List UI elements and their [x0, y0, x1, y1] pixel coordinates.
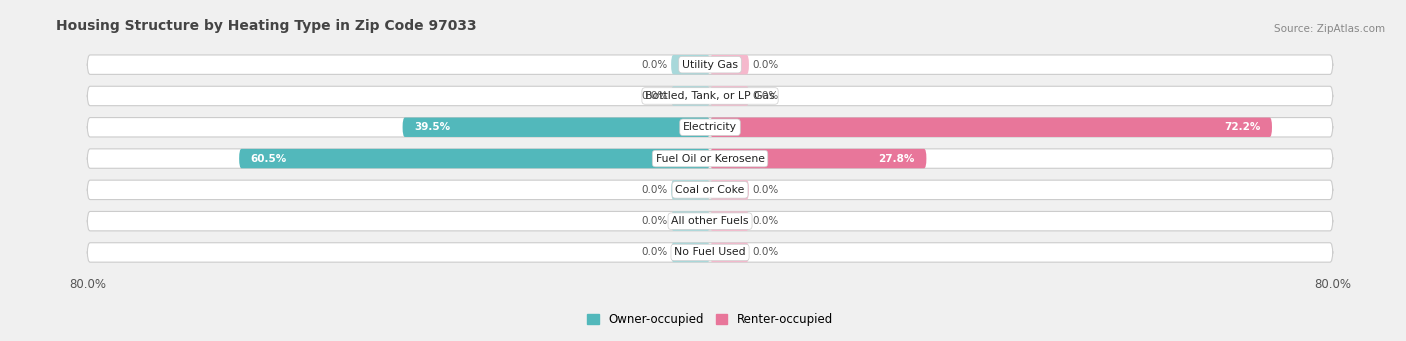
Text: Electricity: Electricity [683, 122, 737, 132]
FancyBboxPatch shape [87, 243, 1333, 262]
Text: 0.0%: 0.0% [752, 248, 779, 257]
FancyBboxPatch shape [671, 211, 710, 231]
Text: No Fuel Used: No Fuel Used [675, 248, 745, 257]
Text: Coal or Coke: Coal or Coke [675, 185, 745, 195]
FancyBboxPatch shape [710, 243, 749, 262]
Text: 0.0%: 0.0% [641, 216, 668, 226]
FancyBboxPatch shape [710, 211, 749, 231]
Legend: Owner-occupied, Renter-occupied: Owner-occupied, Renter-occupied [582, 308, 838, 331]
FancyBboxPatch shape [671, 55, 710, 74]
FancyBboxPatch shape [87, 180, 1333, 199]
Text: Fuel Oil or Kerosene: Fuel Oil or Kerosene [655, 153, 765, 164]
Text: 0.0%: 0.0% [641, 91, 668, 101]
Text: 27.8%: 27.8% [879, 153, 915, 164]
Text: 0.0%: 0.0% [641, 60, 668, 70]
Text: 0.0%: 0.0% [752, 216, 779, 226]
FancyBboxPatch shape [710, 149, 927, 168]
FancyBboxPatch shape [87, 86, 1333, 106]
Text: 0.0%: 0.0% [641, 248, 668, 257]
Text: 0.0%: 0.0% [641, 185, 668, 195]
FancyBboxPatch shape [87, 149, 1333, 168]
FancyBboxPatch shape [87, 118, 1333, 137]
FancyBboxPatch shape [710, 55, 749, 74]
FancyBboxPatch shape [671, 86, 710, 106]
Text: All other Fuels: All other Fuels [671, 216, 749, 226]
FancyBboxPatch shape [87, 55, 1333, 74]
FancyBboxPatch shape [710, 180, 749, 199]
FancyBboxPatch shape [710, 86, 749, 106]
FancyBboxPatch shape [239, 149, 710, 168]
Text: 0.0%: 0.0% [752, 185, 779, 195]
Text: 0.0%: 0.0% [752, 60, 779, 70]
Text: 72.2%: 72.2% [1225, 122, 1260, 132]
Text: 60.5%: 60.5% [250, 153, 287, 164]
Text: Bottled, Tank, or LP Gas: Bottled, Tank, or LP Gas [645, 91, 775, 101]
FancyBboxPatch shape [87, 211, 1333, 231]
Text: 0.0%: 0.0% [752, 91, 779, 101]
FancyBboxPatch shape [402, 118, 710, 137]
FancyBboxPatch shape [710, 118, 1272, 137]
Text: Housing Structure by Heating Type in Zip Code 97033: Housing Structure by Heating Type in Zip… [56, 19, 477, 33]
Text: 39.5%: 39.5% [415, 122, 450, 132]
FancyBboxPatch shape [671, 180, 710, 199]
FancyBboxPatch shape [671, 243, 710, 262]
Text: Source: ZipAtlas.com: Source: ZipAtlas.com [1274, 24, 1385, 34]
Text: Utility Gas: Utility Gas [682, 60, 738, 70]
